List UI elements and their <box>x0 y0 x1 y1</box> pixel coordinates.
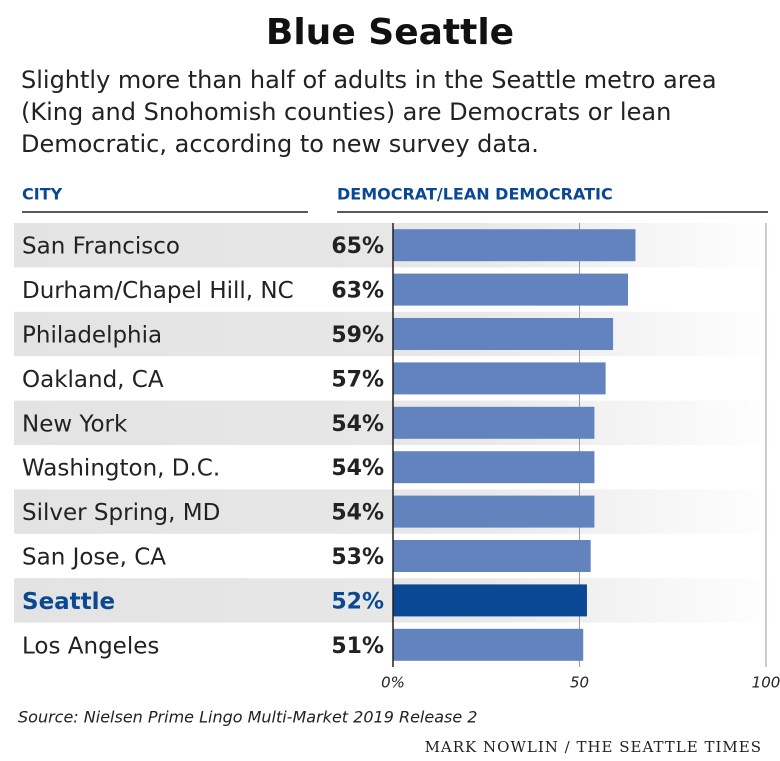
category-label: Seattle <box>22 589 115 615</box>
value-label: 59% <box>331 323 384 348</box>
category-label: Los Angeles <box>22 633 159 659</box>
bar <box>393 628 584 661</box>
category-label: San Jose, CA <box>22 545 166 571</box>
x-tick-label: 50 <box>570 674 589 692</box>
source: Source: Nielsen Prime Lingo Multi-Market… <box>18 708 477 727</box>
subtitle: Slightly more than half of adults in the… <box>21 66 717 158</box>
value-label: 65% <box>331 234 384 259</box>
bar <box>393 362 606 395</box>
value-label: 57% <box>331 367 384 392</box>
bar <box>393 451 595 484</box>
value-label: 54% <box>331 501 384 526</box>
credit: MARK NOWLIN / THE SEATTLE TIMES <box>425 738 762 756</box>
x-tick-label: 0% <box>381 674 405 692</box>
value-label: 54% <box>331 412 384 437</box>
category-label: New York <box>22 411 128 437</box>
bar <box>393 406 595 439</box>
bar <box>393 273 628 306</box>
value-label: 53% <box>331 545 384 570</box>
category-label: Oakland, CA <box>22 367 164 393</box>
x-tick-label: 100 <box>752 674 780 692</box>
bar <box>393 229 636 262</box>
category-label: San Francisco <box>22 234 180 260</box>
bar <box>393 540 591 572</box>
value-label: 52% <box>331 589 384 614</box>
category-label: Philadelphia <box>22 323 162 349</box>
category-label: Washington, D.C. <box>22 456 220 482</box>
chart-title: Blue Seattle <box>266 12 514 53</box>
value-label: 51% <box>331 634 384 659</box>
bar <box>393 318 614 350</box>
value-label: 54% <box>331 456 384 481</box>
column-header: DEMOCRAT/LEAN DEMOCRATIC <box>337 185 613 204</box>
category-label: Silver Spring, MD <box>22 500 220 526</box>
column-header: CITY <box>22 185 63 204</box>
value-label: 63% <box>331 279 384 304</box>
bar <box>393 495 595 528</box>
bar <box>393 584 587 617</box>
category-label: Durham/Chapel Hill, NC <box>22 278 294 304</box>
